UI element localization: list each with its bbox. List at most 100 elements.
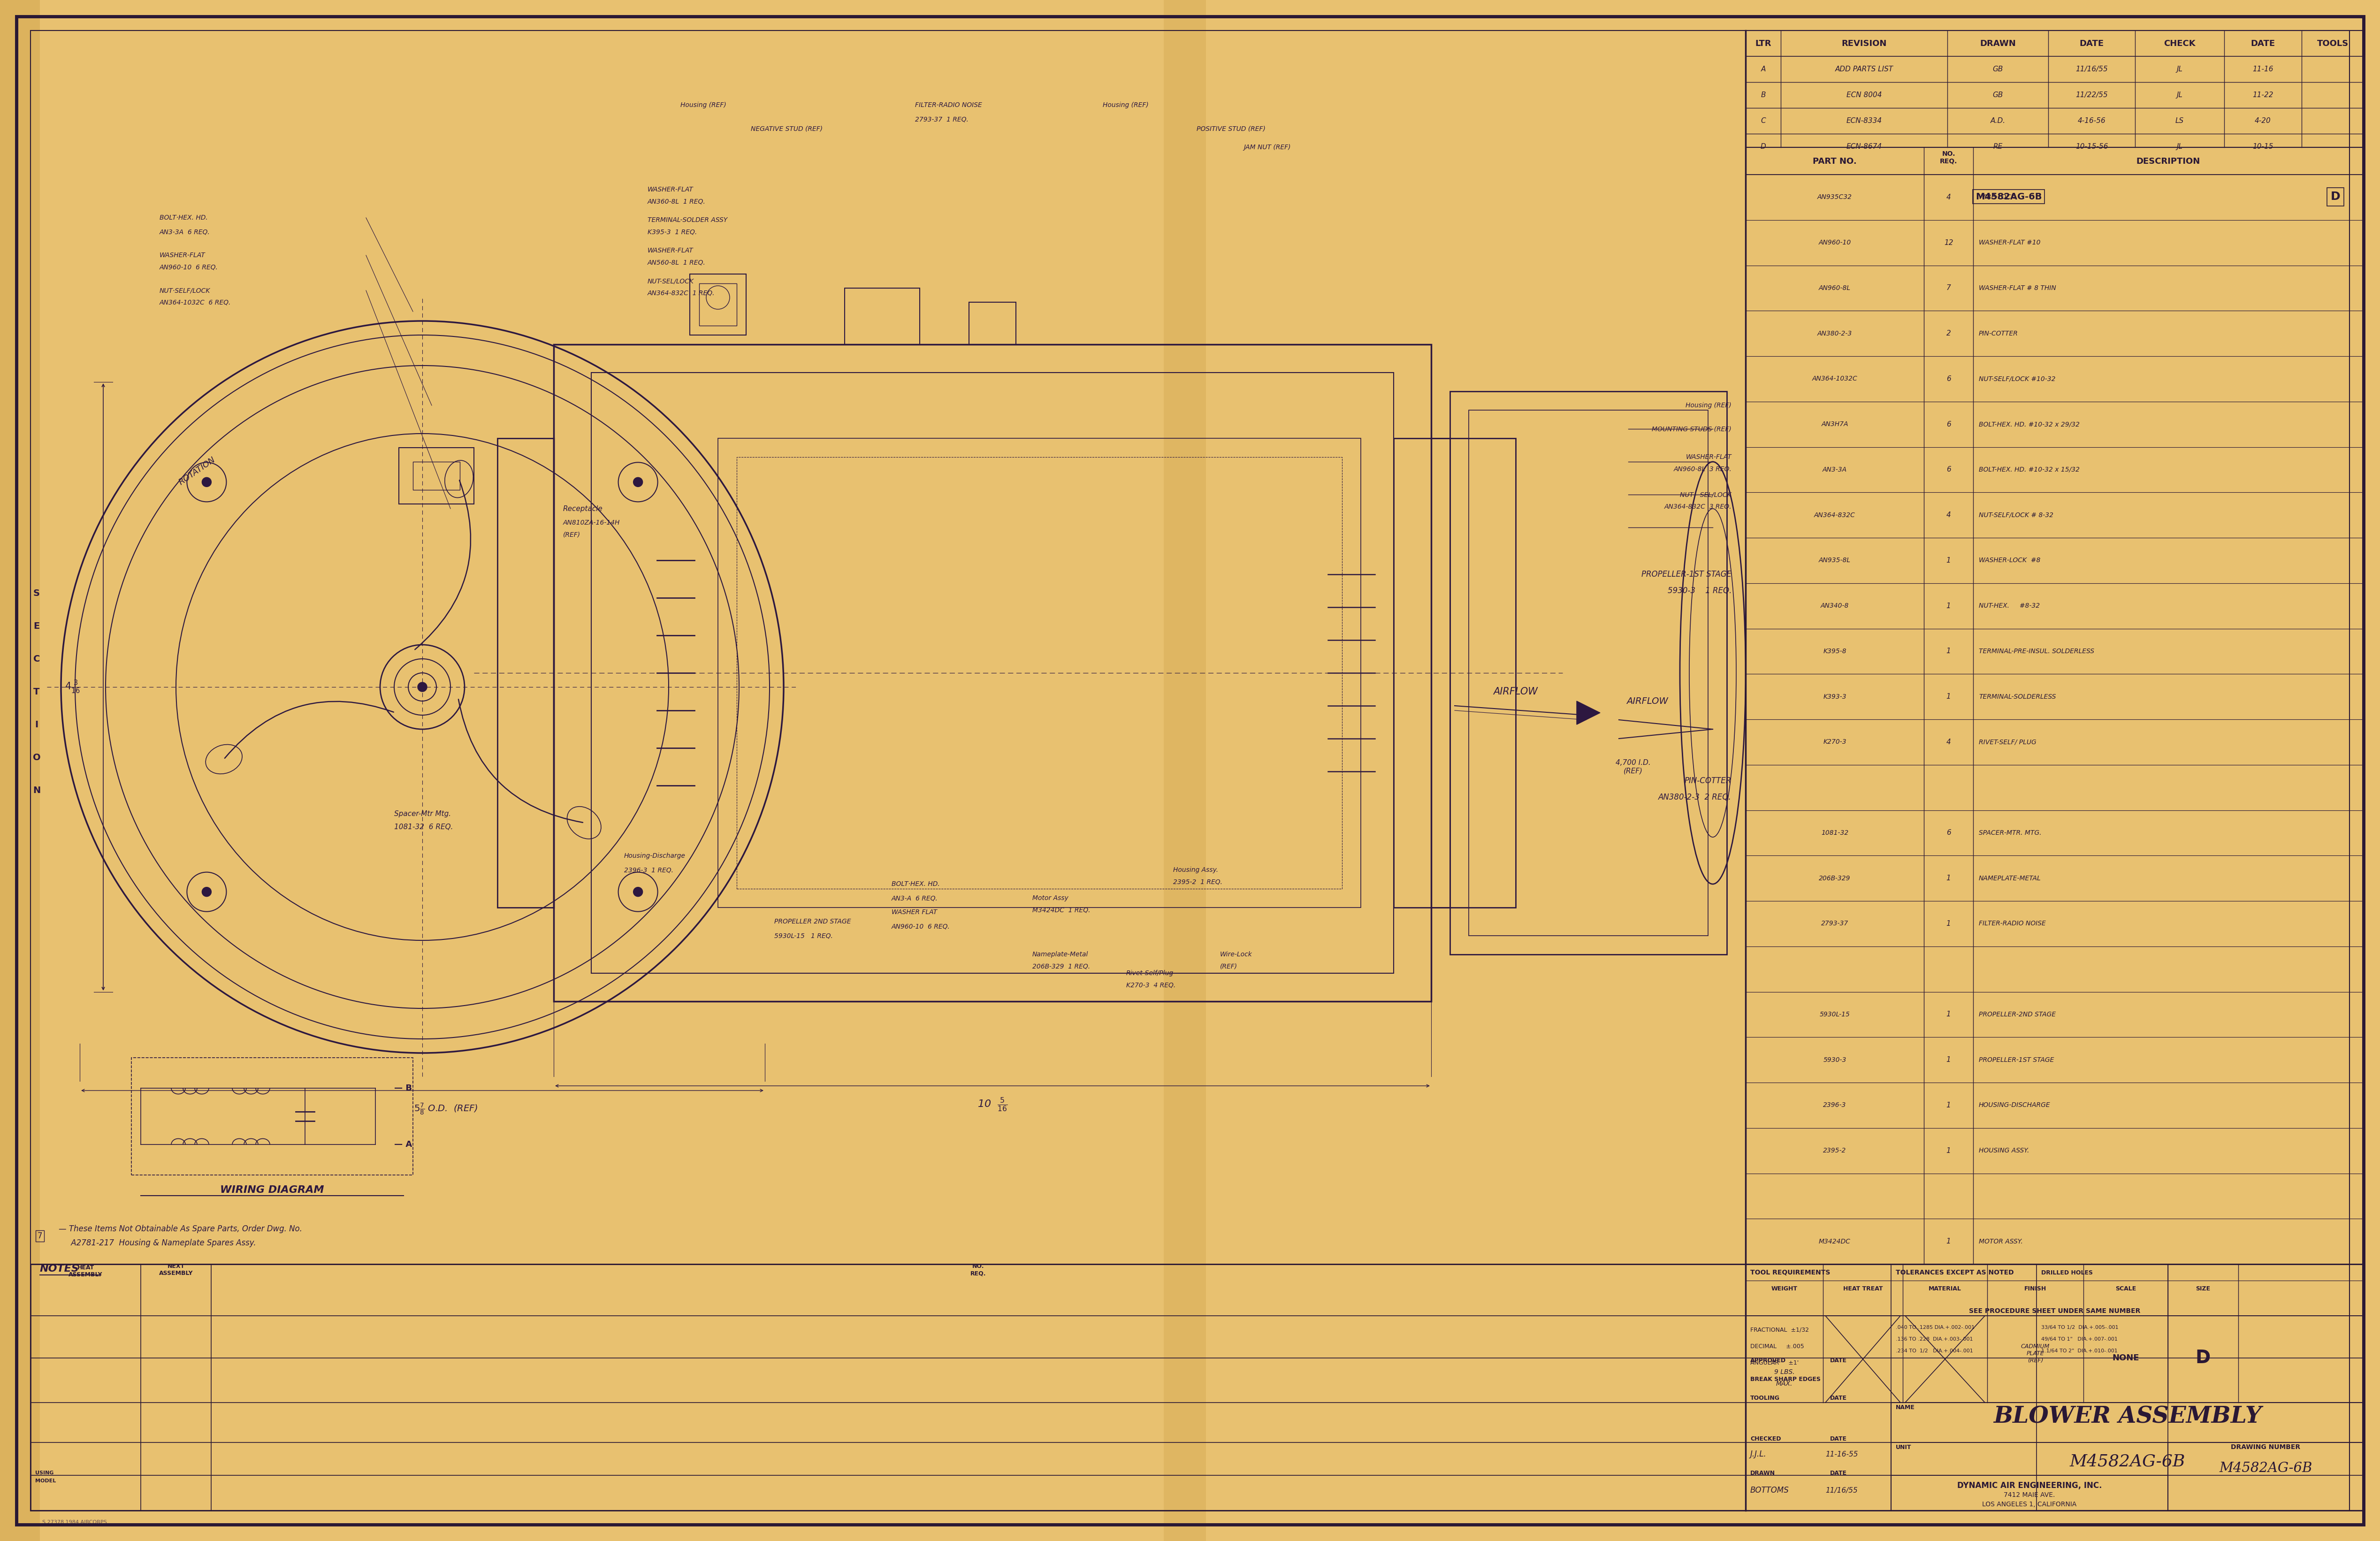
Text: AN960-10: AN960-10 xyxy=(1818,239,1852,247)
Text: AN340-8: AN340-8 xyxy=(1821,603,1849,609)
Text: — A: — A xyxy=(395,1140,412,1148)
Text: AN3-3A: AN3-3A xyxy=(1823,467,1847,473)
Text: NOTES: NOTES xyxy=(40,1264,79,1273)
Text: AN364-832C  1 REQ.: AN364-832C 1 REQ. xyxy=(647,290,714,296)
Text: NONE: NONE xyxy=(2111,1355,2140,1362)
Bar xyxy=(1468,410,1709,935)
Bar xyxy=(131,1057,414,1174)
Text: MATERIAL: MATERIAL xyxy=(1928,1285,1961,1291)
Text: 1: 1 xyxy=(1947,1237,1952,1245)
Text: TERMINAL-SOLDER ASSY: TERMINAL-SOLDER ASSY xyxy=(647,217,728,223)
Text: K270-3  4 REQ.: K270-3 4 REQ. xyxy=(1126,982,1176,988)
Circle shape xyxy=(633,478,643,487)
Text: Nameplate-Metal: Nameplate-Metal xyxy=(1033,951,1088,957)
Text: JL: JL xyxy=(2178,143,2182,149)
Text: MOTOR ASSY.: MOTOR ASSY. xyxy=(1978,1237,2023,1245)
Text: 11/16/55: 11/16/55 xyxy=(1825,1487,1859,1493)
Text: D: D xyxy=(1761,143,1766,149)
Bar xyxy=(1745,31,2363,148)
Text: 11/16/55: 11/16/55 xyxy=(2075,66,2109,72)
Bar xyxy=(2168,1442,2363,1510)
Text: K270-3: K270-3 xyxy=(1823,738,1847,746)
Text: $5\frac{7}{8}$ O.D.  (REF): $5\frac{7}{8}$ O.D. (REF) xyxy=(414,1102,478,1116)
Text: JL: JL xyxy=(2178,66,2182,72)
Text: 12: 12 xyxy=(1944,239,1954,247)
Text: 6: 6 xyxy=(1947,465,1952,473)
Text: D: D xyxy=(2194,1348,2211,1367)
Text: WEIGHT: WEIGHT xyxy=(1771,1285,1797,1291)
Text: CHECK: CHECK xyxy=(2163,40,2194,48)
Text: AN960-10  6 REQ.: AN960-10 6 REQ. xyxy=(159,264,219,270)
Text: FRACTIONAL  ±1/32: FRACTIONAL ±1/32 xyxy=(1749,1327,1809,1333)
Text: LS: LS xyxy=(2175,117,2185,125)
Text: — B: — B xyxy=(395,1083,412,1093)
Text: .136 TO .228  DIA.+.003-.001: .136 TO .228 DIA.+.003-.001 xyxy=(1897,1338,1973,1342)
Text: AIRFLOW: AIRFLOW xyxy=(1626,697,1668,706)
Polygon shape xyxy=(1576,701,1599,724)
Text: NEGATIVE STUD (REF): NEGATIVE STUD (REF) xyxy=(750,125,823,133)
Text: DATE: DATE xyxy=(1830,1470,1847,1476)
Text: NUT-SEL/LOCK: NUT-SEL/LOCK xyxy=(647,277,695,285)
Bar xyxy=(590,373,1395,974)
Text: Motor Assy: Motor Assy xyxy=(1033,895,1069,901)
Text: 10-15-56: 10-15-56 xyxy=(2075,143,2109,149)
Text: .040 TO .1285 DIA.+.002-.001: .040 TO .1285 DIA.+.002-.001 xyxy=(1897,1325,1975,1330)
Text: CHECKED: CHECKED xyxy=(1749,1436,1780,1442)
Text: ANGULAR     ±1': ANGULAR ±1' xyxy=(1749,1359,1799,1365)
Text: 1: 1 xyxy=(1947,920,1952,928)
Text: FINISH: FINISH xyxy=(2025,1285,2047,1291)
Text: 2793-37: 2793-37 xyxy=(1821,920,1849,928)
Text: DRAWING NUMBER: DRAWING NUMBER xyxy=(2230,1444,2301,1450)
Text: C: C xyxy=(1761,117,1766,125)
Text: JAM NUT (REF): JAM NUT (REF) xyxy=(1242,143,1290,151)
Text: 2395-2: 2395-2 xyxy=(1823,1148,1847,1154)
Text: AN960-10  6 REQ.: AN960-10 6 REQ. xyxy=(892,923,950,929)
Text: A2781-217  Housing & Nameplate Spares Assy.: A2781-217 Housing & Nameplate Spares Ass… xyxy=(60,1239,257,1247)
Text: ADD PARTS LIST: ADD PARTS LIST xyxy=(1835,66,1892,72)
Text: BOLT·HEX. HD.: BOLT·HEX. HD. xyxy=(892,881,940,888)
Text: AN364-832C  3 REQ.: AN364-832C 3 REQ. xyxy=(1664,502,1733,510)
Text: PROPELLER-1ST STAGE: PROPELLER-1ST STAGE xyxy=(1978,1057,2054,1063)
Text: DATE: DATE xyxy=(1830,1358,1847,1364)
Text: PIN-COTTER: PIN-COTTER xyxy=(1685,777,1733,784)
Text: 5930-3    1 REQ.: 5930-3 1 REQ. xyxy=(1668,587,1733,595)
Text: B: B xyxy=(1761,91,1766,99)
Bar xyxy=(690,274,745,334)
Text: 9 LBS.: 9 LBS. xyxy=(1773,1368,1795,1376)
Text: 4-20: 4-20 xyxy=(2254,117,2271,125)
Text: Wire-Lock: Wire-Lock xyxy=(1221,951,1252,957)
Text: M4582AG-6B: M4582AG-6B xyxy=(1975,193,2042,200)
Bar xyxy=(497,438,555,908)
Text: ROTATION: ROTATION xyxy=(176,456,217,487)
Text: AN3-A  6 REQ.: AN3-A 6 REQ. xyxy=(892,895,938,901)
Text: (REF): (REF) xyxy=(564,532,581,538)
Text: NEXT
ASSEMBLY: NEXT ASSEMBLY xyxy=(159,1264,193,1276)
Text: WASHER-FLAT #10: WASHER-FLAT #10 xyxy=(1978,239,2040,247)
Text: Housing-Discharge: Housing-Discharge xyxy=(624,852,685,860)
Text: TOOLS: TOOLS xyxy=(2316,40,2349,48)
Text: D: D xyxy=(2330,191,2340,202)
Bar xyxy=(719,438,1361,908)
Bar xyxy=(1892,1402,2363,1510)
Text: AN364-1032C: AN364-1032C xyxy=(1811,376,1856,382)
Bar xyxy=(1164,0,1207,1541)
Text: 4: 4 xyxy=(1947,738,1952,746)
Text: 10  $\frac{5}{16}$: 10 $\frac{5}{16}$ xyxy=(978,1096,1007,1113)
Text: DATE: DATE xyxy=(2080,40,2104,48)
Text: NAMEPLATE-METAL: NAMEPLATE-METAL xyxy=(1978,875,2042,881)
Text: REVISION: REVISION xyxy=(1842,40,1887,48)
Text: AN810ZA-16-14H: AN810ZA-16-14H xyxy=(564,519,621,525)
Text: MOUNTING STUDS (REF): MOUNTING STUDS (REF) xyxy=(1652,425,1733,431)
Bar xyxy=(845,288,919,345)
Text: AN3H7A: AN3H7A xyxy=(1821,421,1849,427)
Text: 206B-329: 206B-329 xyxy=(1818,875,1852,881)
Text: TERMINAL-SOLDERLESS: TERMINAL-SOLDERLESS xyxy=(1978,693,2056,700)
Text: WIRE-LOCK: WIRE-LOCK xyxy=(1978,194,2016,200)
Text: GB: GB xyxy=(1992,91,2004,99)
Text: ECN-8334: ECN-8334 xyxy=(1847,117,1883,125)
Text: 11-16: 11-16 xyxy=(2251,66,2273,72)
Text: HOUSING ASSY.: HOUSING ASSY. xyxy=(1978,1148,2030,1154)
Text: WASHER-LOCK  #8: WASHER-LOCK #8 xyxy=(1978,558,2040,564)
Text: AIRFLOW: AIRFLOW xyxy=(1492,687,1537,697)
Text: 1081-32: 1081-32 xyxy=(1821,829,1849,837)
